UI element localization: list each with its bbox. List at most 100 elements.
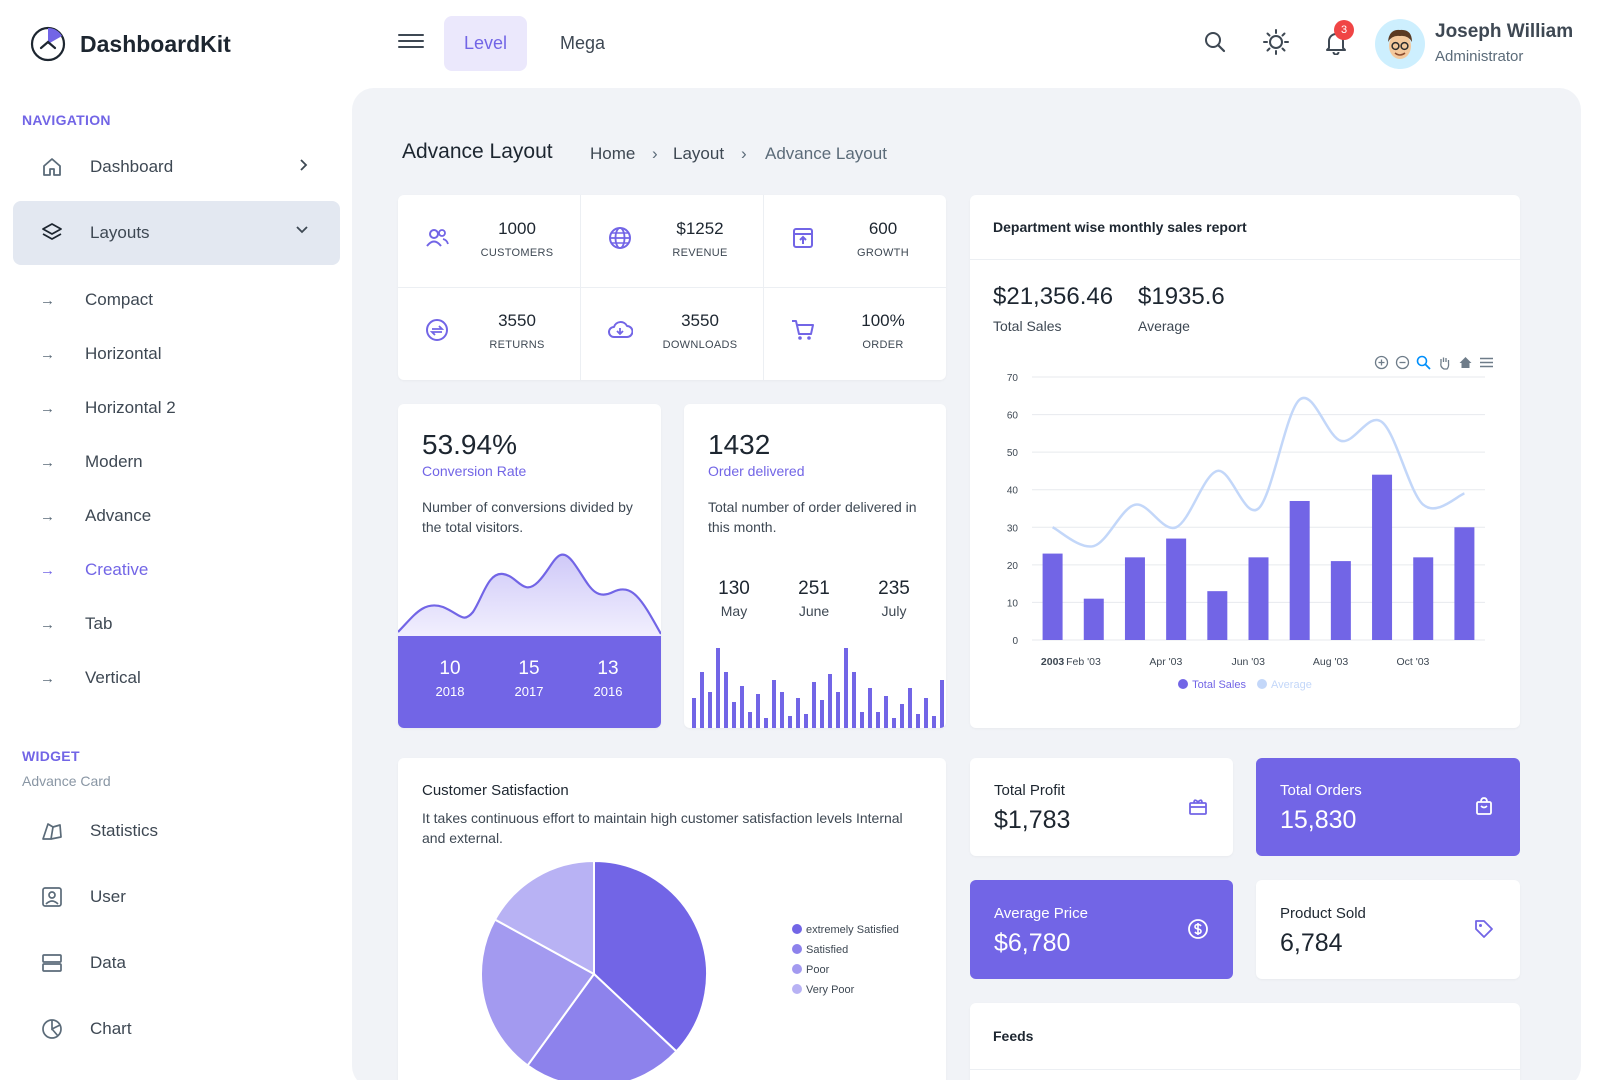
home-icon <box>40 155 64 179</box>
conversion-area-chart <box>398 553 661 640</box>
sidebar-item-chart[interactable]: Chart <box>13 997 340 1061</box>
sidebar-item-label: Dashboard <box>90 157 174 176</box>
sidebar-item-data[interactable]: Data <box>13 931 340 995</box>
sidebar-subitem-compact[interactable]: → Compact <box>40 280 153 320</box>
sidebar-item-statistics[interactable]: Statistics <box>13 799 340 863</box>
sidebar-item-user[interactable]: User <box>13 865 340 929</box>
dollar-icon <box>1188 919 1208 939</box>
cart-icon <box>792 320 814 340</box>
pie-slice[interactable] <box>493 859 595 976</box>
chevron-down-icon <box>294 223 310 242</box>
bar <box>1166 538 1187 640</box>
arrow-right-icon: → <box>40 615 55 633</box>
app-logo[interactable]: DashboardKit <box>28 24 231 64</box>
conversion-value: 53.94% <box>422 429 517 460</box>
sidebar-subitem-horizontal[interactable]: → Horizontal <box>40 334 162 374</box>
orders-card: 1432 Order delivered Total number of ord… <box>684 404 946 728</box>
cloud-download-icon <box>608 321 633 338</box>
month-value: 130 <box>718 578 750 599</box>
refresh-icon <box>426 319 448 341</box>
home-reset-icon[interactable] <box>1458 355 1473 370</box>
x-tick-label: Oct '03 <box>1396 656 1429 668</box>
kpi-average-price: Average Price $6,780 <box>970 880 1233 979</box>
arrow-right-icon: → <box>40 669 55 687</box>
stats-card: 1000 CUSTOMERS $1252 REVENUE 600 GROWTH … <box>398 195 946 380</box>
pie-legend-item[interactable]: Poor <box>792 960 899 980</box>
y-tick-label: 60 <box>1007 411 1019 422</box>
pie-slice[interactable] <box>593 859 708 1053</box>
bar <box>1083 598 1104 640</box>
arrow-right-icon: → <box>40 345 55 363</box>
x-tick-label: 2003 <box>1041 656 1065 668</box>
sidebar-item-label: Chart <box>90 1019 132 1038</box>
satisfaction-title: Customer Satisfaction <box>422 782 569 799</box>
subitem-label: Creative <box>85 560 149 579</box>
sidebar-item-dashboard[interactable]: Dashboard <box>13 135 340 199</box>
pie-legend-item[interactable]: Satisfied <box>792 940 899 960</box>
pan-hand-icon[interactable] <box>1437 355 1452 370</box>
bar <box>1124 557 1145 640</box>
legend-item-average[interactable]: Average <box>1257 679 1312 691</box>
breadcrumb-home[interactable]: Home <box>590 144 636 163</box>
menu-icon[interactable] <box>1479 355 1494 370</box>
y-tick-label: 30 <box>1007 523 1019 534</box>
avatar[interactable] <box>1375 19 1425 69</box>
stat-label: DOWNLOADS <box>662 339 738 351</box>
breadcrumb-layout[interactable]: Layout <box>673 144 725 163</box>
legend-label: Satisfied <box>806 944 849 956</box>
sidebar-subitem-horizontal-2[interactable]: → Horizontal 2 <box>40 388 176 428</box>
zoom-out-icon[interactable] <box>1395 355 1410 370</box>
pie-legend-item[interactable]: Very Poor <box>792 980 899 1000</box>
legend-dot <box>1257 679 1268 689</box>
sidebar-subitem-tab[interactable]: → Tab <box>40 604 112 644</box>
feeds-card: Feeds <box>970 1003 1520 1080</box>
user-name[interactable]: Joseph William <box>1435 21 1574 42</box>
page-title: Advance Layout <box>402 140 553 163</box>
y-tick-label: 70 <box>1007 373 1019 384</box>
sidebar-item-layouts[interactable]: Layouts <box>13 201 340 265</box>
chart-legend: Total Sales Average <box>970 679 1520 691</box>
footer-year: 2016 <box>593 684 623 699</box>
statistics-icon <box>40 819 64 843</box>
widget-caption: WIDGET <box>22 748 80 764</box>
orders-desc: Total number of order delivered in this … <box>708 499 917 535</box>
bar <box>1042 553 1063 640</box>
stat-label: GROWTH <box>857 247 909 259</box>
arrow-right-icon: → <box>40 507 55 525</box>
pie-slice[interactable] <box>480 918 596 1067</box>
legend-item-total-sales[interactable]: Total Sales <box>1178 679 1246 691</box>
breadcrumb-separator-icon: › <box>652 144 658 163</box>
menu-toggle-icon[interactable] <box>398 30 424 56</box>
x-tick-label: Apr '03 <box>1149 656 1182 668</box>
legend-label: Very Poor <box>806 984 855 996</box>
tab-level[interactable]: Level <box>444 16 528 71</box>
sidebar-item-label: User <box>90 887 126 906</box>
sidebar-subitem-vertical[interactable]: → Vertical <box>40 658 141 698</box>
tag-icon <box>1475 920 1493 938</box>
search-icon[interactable] <box>1200 27 1230 57</box>
stat-value: 600 <box>868 219 898 238</box>
total-sales-value: $21,356.46 <box>993 283 1114 310</box>
sidebar-subitem-advance[interactable]: → Advance <box>40 496 151 536</box>
theme-sun-icon[interactable] <box>1261 27 1291 57</box>
tab-mega[interactable]: Mega <box>560 33 606 53</box>
y-tick-label: 50 <box>1007 448 1019 459</box>
kpi-title: Total Orders <box>1280 782 1362 799</box>
pie-legend-item[interactable]: extremely Satisfied <box>792 920 899 940</box>
stat-label: REVENUE <box>672 247 728 259</box>
data-icon <box>40 951 64 975</box>
zoom-in-icon[interactable] <box>1374 355 1389 370</box>
user-icon <box>40 885 64 909</box>
bar <box>1372 474 1393 640</box>
stat-order: 100% ORDER <box>764 287 946 379</box>
sidebar-subitem-creative[interactable]: → Creative <box>40 550 148 590</box>
pie-slice[interactable] <box>526 972 678 1080</box>
subitem-label: Advance <box>85 506 152 525</box>
kpi-product-sold: Product Sold 6,784 <box>1256 880 1520 979</box>
sidebar-subitem-modern[interactable]: → Modern <box>40 442 143 482</box>
stat-value: 1000 <box>498 219 536 238</box>
arrow-right-icon: → <box>40 561 55 579</box>
y-tick-label: 20 <box>1007 561 1019 572</box>
magnifier-icon[interactable] <box>1416 355 1431 370</box>
legend-dot <box>1178 679 1189 689</box>
